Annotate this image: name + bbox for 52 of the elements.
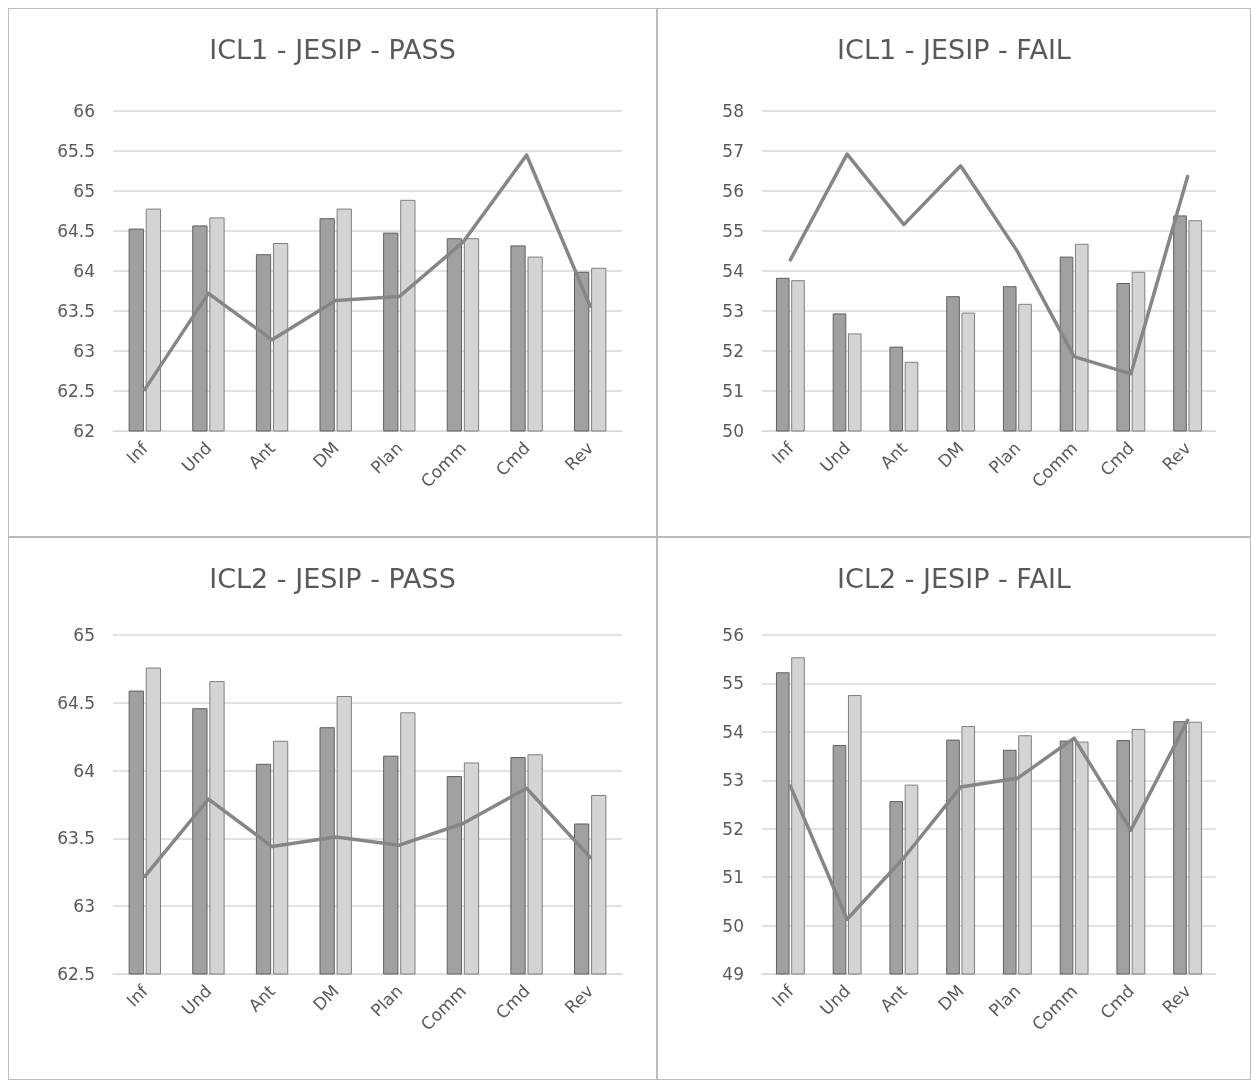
x-tick-label: DM — [309, 437, 343, 472]
y-tick-label: 57 — [722, 141, 744, 161]
y-tick-label: 63.5 — [57, 828, 95, 849]
y-tick-label: 66 — [73, 101, 95, 121]
y-tick-label: 63 — [73, 341, 95, 361]
y-tick-label: 56 — [722, 181, 744, 201]
x-tick-label: DM — [309, 980, 343, 1015]
y-tick-label: 63.5 — [57, 301, 95, 321]
y-tick-label: 62.5 — [57, 964, 95, 984]
y-tick-label: 51 — [722, 381, 744, 401]
y-tick-label: 65 — [73, 181, 95, 201]
chart-title: ICL1 - JESIP - FAIL — [837, 34, 1071, 65]
y-tick-label: 51 — [722, 867, 744, 888]
y-tick-label: 64 — [73, 261, 95, 281]
y-tick-label: 65 — [73, 625, 95, 645]
chart-title: ICL2 - JESIP - PASS — [209, 563, 456, 594]
y-tick-label: 64.5 — [57, 692, 95, 713]
y-tick-label: 55 — [722, 673, 744, 694]
x-tick-label: Inf — [122, 980, 153, 1011]
x-tick-label: Inf — [767, 980, 799, 1011]
x-tick-label: Rev — [1158, 980, 1195, 1018]
x-tick-label: Inf — [122, 437, 153, 468]
chart-title: ICL1 - JESIP - PASS — [209, 34, 456, 65]
y-tick-label: 55 — [722, 221, 744, 241]
y-tick-label: 52 — [722, 818, 744, 839]
y-tick-label: 62 — [73, 421, 95, 441]
y-tick-label: 52 — [722, 341, 744, 361]
chart-title: ICL2 - JESIP - FAIL — [837, 563, 1071, 594]
y-tick-label: 64 — [73, 760, 95, 781]
x-tick-label: Inf — [767, 437, 799, 468]
x-tick-label: Ant — [244, 437, 280, 473]
y-tick-label: 50 — [722, 421, 744, 441]
x-tick-label: DM — [933, 980, 968, 1015]
y-tick-label: 63 — [73, 896, 95, 917]
x-tick-label: Rev — [560, 980, 598, 1018]
y-tick-label: 54 — [722, 721, 744, 742]
y-tick-label: 58 — [722, 101, 744, 121]
y-tick-label: 54 — [722, 261, 744, 281]
y-tick-label: 50 — [722, 915, 744, 936]
x-tick-label: DM — [933, 437, 968, 472]
y-tick-label: 49 — [722, 964, 744, 984]
y-tick-label: 53 — [722, 770, 744, 791]
y-tick-label: 56 — [722, 625, 744, 645]
y-tick-label: 62.5 — [57, 381, 95, 401]
y-tick-label: 64.5 — [57, 221, 95, 241]
y-tick-label: 65.5 — [57, 141, 95, 161]
y-tick-label: 53 — [722, 301, 744, 321]
x-tick-label: Rev — [1158, 437, 1195, 475]
x-tick-label: Ant — [876, 437, 912, 473]
x-tick-label: Ant — [876, 980, 912, 1016]
x-tick-label: Rev — [560, 437, 598, 475]
x-tick-label: Ant — [244, 980, 280, 1016]
